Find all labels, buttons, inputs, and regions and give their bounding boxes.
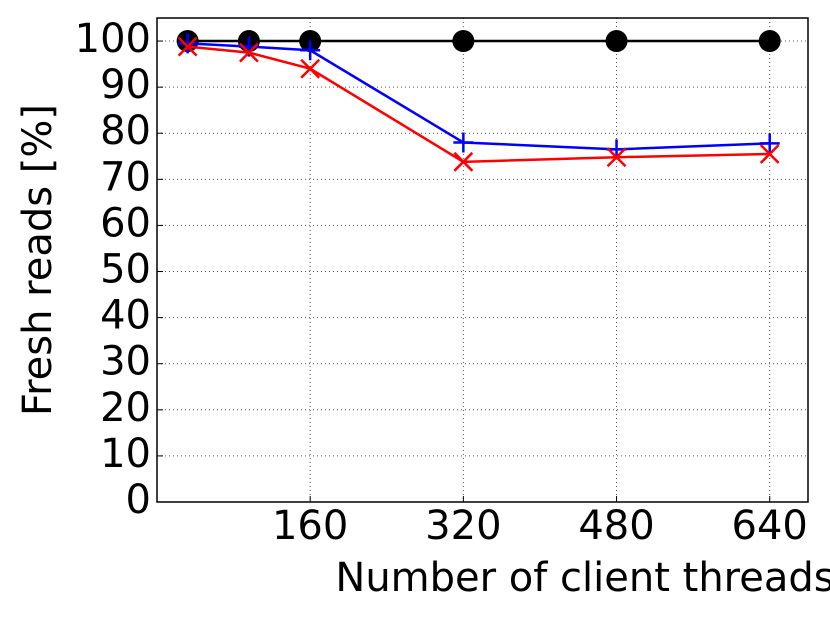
x-tick-label: 320	[425, 503, 501, 549]
y-axis-label: Fresh reads [%]	[15, 104, 61, 416]
x-tick-label: 480	[578, 503, 654, 549]
marker	[758, 30, 781, 53]
marker	[759, 144, 780, 164]
y-tick-label: 0	[126, 477, 151, 523]
plot-frame	[156, 17, 809, 503]
series-line	[187, 45, 770, 164]
marker	[759, 133, 780, 154]
marker	[453, 151, 474, 172]
y-tick-label: 50	[100, 247, 151, 293]
marker	[300, 58, 321, 79]
y-tick-label: 100	[75, 16, 151, 62]
marker	[239, 42, 259, 63]
y-tick-label: 30	[100, 339, 151, 385]
y-tick-label: 80	[100, 108, 151, 154]
y-tick-label: 90	[100, 62, 151, 108]
y-tick-label: 10	[100, 431, 151, 477]
marker	[605, 30, 628, 53]
y-tick-label: 40	[100, 293, 151, 339]
x-axis-label: Number of client threads	[335, 555, 830, 601]
marker	[606, 147, 627, 168]
marker	[177, 36, 198, 57]
marker	[300, 40, 321, 61]
x-tick-label: 640	[732, 503, 808, 549]
marker	[453, 132, 474, 153]
x-tick-label: 160	[272, 503, 348, 549]
y-tick-label: 20	[100, 385, 151, 431]
y-tick-label: 60	[100, 200, 151, 246]
series-line	[187, 42, 770, 151]
marker	[452, 30, 475, 53]
marker	[177, 33, 198, 54]
y-tick-label: 70	[100, 154, 151, 200]
